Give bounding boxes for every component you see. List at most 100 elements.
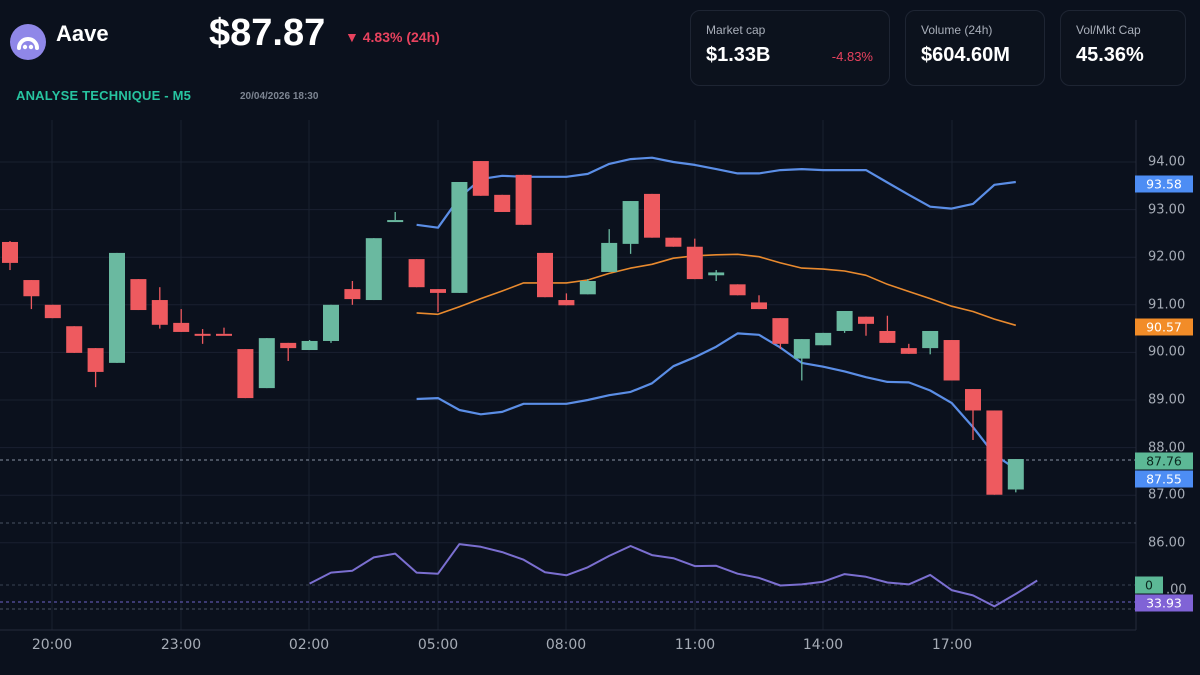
timestamp: 20/04/2026 18:30	[240, 91, 319, 102]
x-tick-label: 23:00	[160, 637, 202, 653]
candle-body	[216, 333, 232, 336]
candle[interactable]	[644, 193, 660, 238]
candle[interactable]	[815, 332, 832, 346]
x-tick-label: 05:00	[417, 637, 459, 653]
bollinger-upper-price-tag: 93.58	[1135, 175, 1193, 193]
candle-body	[494, 194, 511, 212]
candle[interactable]	[515, 174, 532, 225]
candle[interactable]	[280, 342, 297, 361]
candle[interactable]	[665, 237, 682, 247]
candle-body	[23, 280, 40, 297]
y-tick-label: 93.00	[1148, 202, 1186, 218]
candle-body	[194, 333, 211, 336]
candle[interactable]	[23, 280, 40, 310]
y-tick-label: 88.00	[1148, 440, 1186, 456]
candle-body	[301, 340, 318, 351]
candle[interactable]	[579, 279, 596, 295]
candle[interactable]	[344, 281, 361, 305]
candle-body	[986, 410, 1003, 495]
chart-canvas[interactable]	[0, 120, 1200, 675]
candle[interactable]	[216, 327, 232, 336]
candle[interactable]	[751, 295, 767, 310]
candle[interactable]	[130, 279, 147, 311]
candle-body	[537, 252, 553, 298]
candle[interactable]	[729, 284, 746, 296]
candle-body	[430, 289, 446, 293]
candle-body	[858, 316, 874, 324]
candle[interactable]	[87, 348, 104, 388]
candle[interactable]	[879, 315, 896, 343]
candle-body	[686, 246, 703, 280]
current-price: $87.87	[209, 12, 326, 54]
candle[interactable]	[686, 238, 703, 280]
candle[interactable]	[472, 161, 489, 196]
candle[interactable]	[708, 270, 725, 281]
candle[interactable]	[387, 211, 404, 223]
candle[interactable]	[173, 309, 190, 332]
candle-body	[323, 304, 339, 341]
candle-body	[579, 281, 596, 295]
candle-body	[644, 193, 660, 238]
candle[interactable]	[237, 349, 254, 399]
candle[interactable]	[194, 329, 211, 344]
candle[interactable]	[451, 181, 468, 293]
candle[interactable]	[2, 241, 18, 271]
candle[interactable]	[365, 238, 382, 301]
rsi-line	[309, 543, 1038, 608]
candle[interactable]	[151, 287, 168, 329]
candle[interactable]	[986, 410, 1003, 495]
candle[interactable]	[44, 304, 61, 319]
candle-body	[472, 161, 489, 196]
candle[interactable]	[537, 252, 553, 298]
candle[interactable]	[408, 259, 425, 288]
stat-label: Volume (24h)	[921, 23, 993, 37]
candle-body	[258, 338, 275, 389]
candle[interactable]	[1007, 459, 1024, 493]
candle[interactable]	[622, 201, 639, 254]
candle[interactable]	[430, 289, 446, 312]
candle[interactable]	[66, 326, 83, 353]
candle[interactable]	[323, 304, 339, 343]
candle[interactable]	[258, 338, 275, 389]
bollinger-lower-price-tag: 87.55	[1135, 470, 1193, 488]
y-tick-label: 92.00	[1148, 249, 1186, 265]
candle[interactable]	[965, 389, 981, 440]
candle-body	[943, 340, 960, 381]
candle-body	[408, 259, 425, 288]
candle[interactable]	[836, 310, 853, 333]
candle-body	[965, 389, 981, 411]
candle[interactable]	[943, 340, 960, 381]
x-tick-label: 02:00	[288, 637, 330, 653]
candle[interactable]	[494, 194, 511, 212]
candle[interactable]	[793, 339, 810, 381]
candle[interactable]	[900, 343, 917, 354]
candle-body	[665, 237, 682, 247]
candle[interactable]	[601, 229, 618, 272]
candle-body	[344, 289, 361, 300]
x-tick-label: 17:00	[931, 637, 973, 653]
aave-ghost-icon	[10, 24, 46, 60]
x-tick-label: 20:00	[31, 637, 73, 653]
candle-body	[815, 332, 832, 346]
candle[interactable]	[772, 318, 789, 350]
candle[interactable]	[558, 293, 575, 306]
candle-body	[900, 348, 917, 354]
candle[interactable]	[301, 340, 318, 351]
stat-card-vol-mkt-cap: Vol/Mkt Cap 45.36%	[1060, 10, 1186, 86]
y-tick-label: 94.00	[1148, 154, 1186, 170]
candle[interactable]	[858, 316, 874, 336]
candle-body	[66, 326, 83, 353]
candle[interactable]	[109, 252, 125, 363]
candle-body	[109, 252, 125, 363]
price-chart[interactable]: 94.00 93.00 92.00 91.00 90.00 89.00 88.00 87.00…	[0, 120, 1200, 675]
y-tick-label: 91.00	[1148, 297, 1186, 313]
candle[interactable]	[922, 330, 939, 355]
candle-body	[751, 302, 767, 310]
coin-name: Aave	[56, 21, 109, 46]
stat-delta: -4.83%	[831, 49, 873, 64]
candle-body	[173, 322, 190, 332]
x-tick-label: 08:00	[545, 637, 587, 653]
candle-body	[365, 238, 382, 301]
candle-body	[1007, 459, 1024, 490]
bollinger-lower-line	[416, 332, 1017, 470]
